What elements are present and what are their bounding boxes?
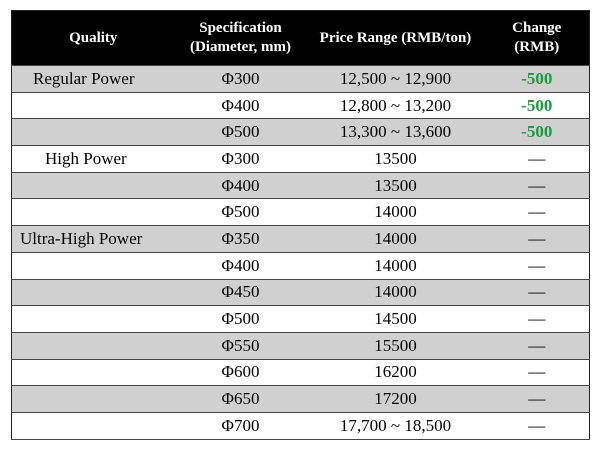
header-change: Change (RMB)	[485, 11, 590, 66]
price-cell: 12,500 ~ 12,900	[306, 65, 485, 93]
change-value: -500	[521, 122, 553, 142]
table-row: Φ500 13,300 ~ 13,600 -500	[11, 118, 590, 147]
table-row: Φ400 13500 —	[11, 171, 590, 200]
table-header-row: Quality Specification (Diameter, mm) Pri…	[11, 10, 590, 66]
spec-cell: Φ600	[174, 358, 307, 387]
table-row: Φ400 12,800 ~ 13,200 -500	[11, 91, 590, 120]
quality-cell	[11, 198, 175, 227]
change-cell: —	[484, 171, 590, 200]
price-cell: 17200	[306, 385, 485, 413]
price-cell: 16200	[306, 358, 485, 387]
change-cell: —	[484, 305, 590, 333]
price-cell: 14500	[306, 305, 485, 333]
table-row: Φ650 17200 —	[11, 385, 590, 413]
change-cell: —	[484, 278, 590, 307]
quality-cell	[11, 278, 175, 307]
change-value: -500	[521, 68, 553, 88]
change-cell: -500	[484, 91, 590, 120]
change-cell: —	[484, 358, 590, 387]
price-cell: 14000	[306, 225, 485, 253]
spec-cell: Φ500	[174, 198, 307, 227]
price-cell: 14000	[306, 198, 485, 227]
quality-cell: High Power	[11, 145, 175, 173]
spec-cell: Φ350	[174, 225, 307, 253]
table-row: High Power Φ300 13500 —	[11, 145, 590, 173]
header-change-line2: (RMB)	[514, 39, 560, 55]
table-row: Φ500 14000 —	[11, 198, 590, 227]
table-row: Φ400 14000 —	[11, 251, 590, 280]
table-body: Regular Power Φ300 12,500 ~ 12,900 -500 …	[11, 65, 590, 440]
price-cell: 12,800 ~ 13,200	[306, 91, 485, 120]
quality-cell: Regular Power	[11, 65, 175, 93]
spec-cell: Φ400	[174, 171, 307, 200]
graphite-electrode-price-table: Quality Specification (Diameter, mm) Pri…	[11, 10, 590, 440]
quality-cell	[11, 385, 175, 413]
change-cell: —	[484, 331, 590, 360]
header-spec-line2: (Diameter, mm)	[189, 39, 292, 55]
quality-cell	[11, 91, 175, 120]
quality-cell	[11, 118, 175, 147]
table-row: Regular Power Φ300 12,500 ~ 12,900 -500	[11, 65, 590, 93]
change-cell: —	[484, 145, 590, 173]
table-row: Φ550 15500 —	[11, 331, 590, 360]
price-cell: 13500	[306, 171, 485, 200]
price-cell: 17,700 ~ 18,500	[306, 411, 485, 440]
change-cell: —	[484, 198, 590, 227]
price-cell: 14000	[306, 278, 485, 307]
table-row: Φ600 16200 —	[11, 358, 590, 387]
quality-cell: Ultra-High Power	[11, 225, 175, 253]
price-table-container: Quality Specification (Diameter, mm) Pri…	[11, 10, 590, 440]
quality-cell	[11, 251, 175, 280]
header-price-range: Price Range (RMB/ton)	[319, 29, 472, 46]
spec-cell: Φ300	[174, 65, 307, 93]
price-cell: 13,300 ~ 13,600	[306, 118, 485, 147]
spec-cell: Φ400	[174, 251, 307, 280]
table-row: Ultra-High Power Φ350 14000 —	[11, 225, 590, 253]
change-cell: -500	[484, 65, 590, 93]
change-cell: —	[484, 251, 590, 280]
change-cell: —	[484, 225, 590, 253]
quality-cell	[11, 171, 175, 200]
spec-cell: Φ400	[174, 91, 307, 120]
header-quality: Quality	[69, 29, 118, 46]
change-cell: —	[484, 385, 590, 413]
spec-cell: Φ300	[174, 145, 307, 173]
table-row: Φ500 14500 —	[11, 305, 590, 333]
price-cell: 15500	[306, 331, 485, 360]
table-row: Φ450 14000 —	[11, 278, 590, 307]
spec-cell: Φ500	[174, 118, 307, 147]
price-cell: 13500	[306, 145, 485, 173]
header-spec-line1: Specification	[199, 20, 282, 36]
table-row: Φ700 17,700 ~ 18,500 —	[11, 411, 590, 440]
header-change-line1: Change	[512, 20, 562, 36]
change-value: -500	[521, 95, 553, 115]
change-cell: -500	[484, 118, 590, 147]
spec-cell: Φ500	[174, 305, 307, 333]
spec-cell: Φ650	[174, 385, 307, 413]
header-specification: Specification (Diameter, mm)	[175, 11, 307, 66]
spec-cell: Φ700	[174, 411, 307, 440]
quality-cell	[11, 305, 175, 333]
quality-cell	[11, 331, 175, 360]
quality-cell	[11, 411, 175, 440]
price-cell: 14000	[306, 251, 485, 280]
quality-cell	[11, 358, 175, 387]
spec-cell: Φ550	[174, 331, 307, 360]
change-cell: —	[484, 411, 590, 440]
spec-cell: Φ450	[174, 278, 307, 307]
